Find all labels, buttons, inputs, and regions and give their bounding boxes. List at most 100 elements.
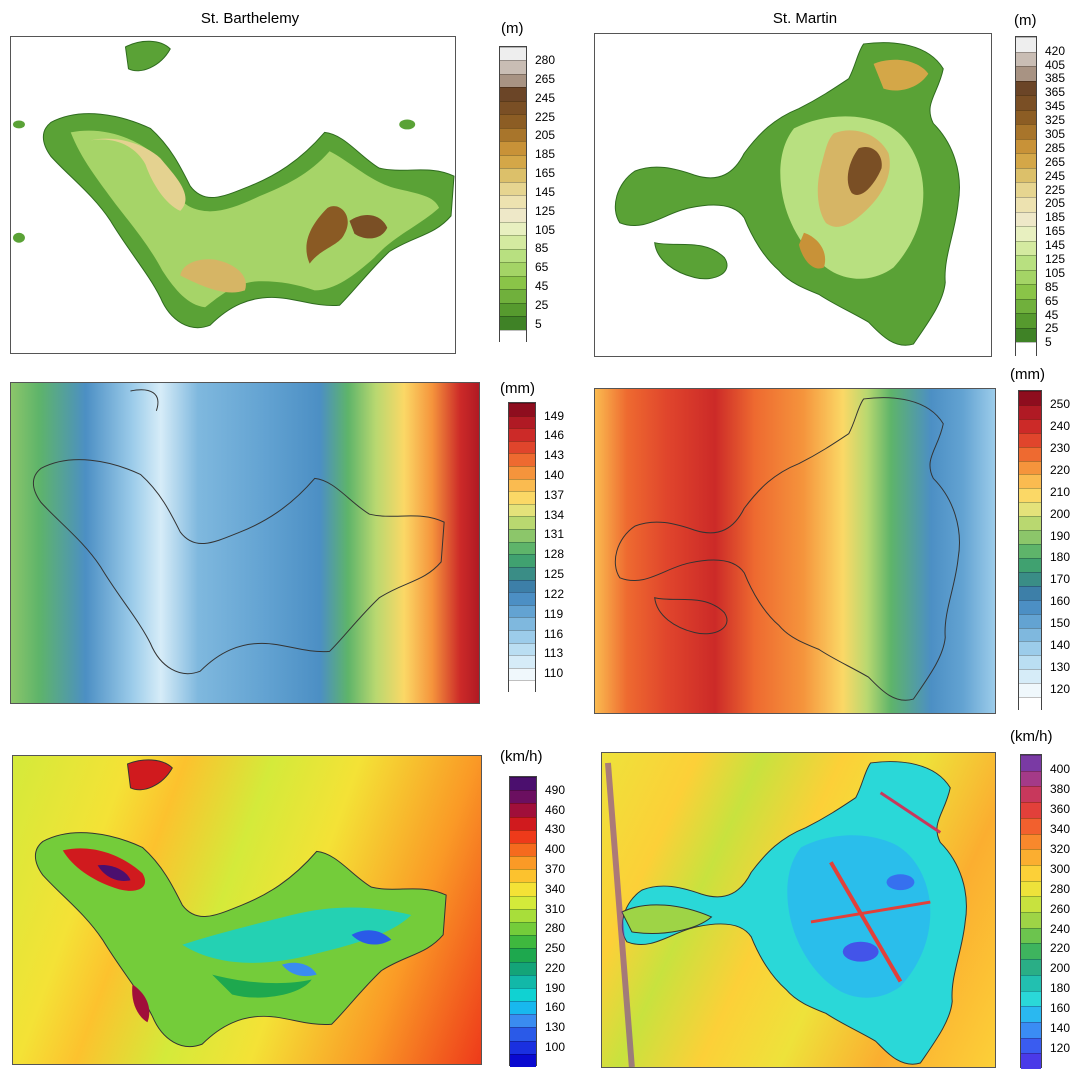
colorbar-swatch bbox=[500, 275, 526, 290]
colorbar-swatch bbox=[509, 566, 535, 580]
colorbar-swatch bbox=[1021, 770, 1041, 787]
colorbar-swatch bbox=[1019, 404, 1041, 420]
colorbar-elevation-right bbox=[1015, 36, 1037, 358]
colorbar-swatch bbox=[510, 777, 536, 791]
colorbar-tick-label: 245 bbox=[535, 90, 556, 105]
colorbar-swatch bbox=[500, 195, 526, 209]
colorbar-tick-label: 280 bbox=[535, 53, 556, 68]
colorbar-swatch bbox=[509, 680, 535, 694]
colorbar-swatch bbox=[1019, 516, 1041, 531]
colorbar-swatch bbox=[1016, 124, 1036, 140]
colorbar-swatch bbox=[510, 869, 536, 883]
colorbar-swatch bbox=[1019, 627, 1041, 642]
colorbar-swatch bbox=[509, 453, 535, 467]
colorbar-tick-label: 116 bbox=[544, 626, 564, 641]
colorbar-tick-label: 113 bbox=[544, 646, 564, 661]
colorbar-tick-label: 365 bbox=[1045, 85, 1066, 100]
colorbar-swatch bbox=[510, 1027, 536, 1042]
colorbar-tick-label: 305 bbox=[1045, 127, 1066, 142]
colorbar-tick-label: 225 bbox=[535, 109, 556, 124]
colorbar-tick-label: 180 bbox=[1050, 550, 1071, 565]
colorbar-tick-label: 45 bbox=[535, 279, 549, 294]
colorbar-tick-label: 160 bbox=[545, 1000, 566, 1015]
colorbar-tick-label: 460 bbox=[545, 802, 566, 817]
colorbar-tick-label: 140 bbox=[1050, 637, 1071, 652]
colorbar-swatch bbox=[500, 168, 526, 183]
colorbar-swatch bbox=[1021, 912, 1041, 929]
colorbar-wind-left bbox=[509, 776, 537, 1068]
colorbar-swatch bbox=[509, 529, 535, 543]
colorbar-swatch bbox=[1019, 432, 1041, 448]
colorbar-tick-label: 205 bbox=[1045, 196, 1066, 211]
legend-unit: (m) bbox=[501, 20, 524, 37]
colorbar-swatch bbox=[509, 478, 535, 492]
colorbar-swatch bbox=[1016, 37, 1036, 53]
colorbar-swatch bbox=[1019, 697, 1041, 712]
colorbar-swatch bbox=[500, 316, 526, 331]
colorbar-swatch bbox=[510, 935, 536, 949]
colorbar-swatch bbox=[510, 908, 536, 923]
colorbar-tick-label: 160 bbox=[1050, 594, 1071, 609]
colorbar-swatch bbox=[509, 554, 535, 568]
colorbar-tick-label: 285 bbox=[1045, 140, 1066, 155]
colorbar-swatch bbox=[1021, 1021, 1041, 1039]
colorbar-swatch bbox=[509, 667, 535, 681]
colorbar-swatch bbox=[1019, 530, 1041, 545]
colorbar-swatch bbox=[1019, 488, 1041, 503]
colorbar-swatch bbox=[509, 428, 535, 442]
colorbar-tick-label: 5 bbox=[1045, 335, 1052, 350]
colorbar-tick-label: 140 bbox=[544, 468, 565, 482]
colorbar-swatch bbox=[500, 262, 526, 277]
colorbar-elevation-left bbox=[499, 46, 527, 344]
colorbar-swatch bbox=[1016, 211, 1036, 227]
colorbar-swatch bbox=[1021, 817, 1041, 834]
colorbar-swatch bbox=[1019, 418, 1041, 434]
colorbar-swatch bbox=[510, 1001, 536, 1015]
colorbar-swatch bbox=[1021, 802, 1041, 819]
legend-unit: (m) bbox=[1014, 12, 1037, 29]
colorbar-tick-label: 65 bbox=[535, 260, 549, 275]
colorbar-tick-label: 320 bbox=[1050, 841, 1071, 856]
colorbar-tick-label: 180 bbox=[1050, 981, 1071, 996]
colorbar-swatch bbox=[1016, 298, 1036, 314]
colorbar-swatch bbox=[1019, 585, 1041, 601]
colorbar-rainfall-right bbox=[1018, 390, 1042, 712]
wind-map-st-barthelemy bbox=[12, 755, 482, 1065]
colorbar-tick-label: 265 bbox=[535, 71, 556, 86]
colorbar-tick-label: 280 bbox=[545, 921, 566, 936]
colorbar-swatch bbox=[1019, 391, 1041, 406]
colorbar-swatch bbox=[1021, 896, 1041, 913]
colorbar-swatch bbox=[509, 491, 535, 505]
colorbar-tick-label: 165 bbox=[1045, 224, 1066, 239]
colorbar-swatch bbox=[509, 655, 535, 669]
colorbar-swatch bbox=[500, 154, 526, 169]
colorbar-swatch bbox=[1019, 613, 1041, 628]
colorbar-tick-label: 25 bbox=[535, 297, 549, 312]
colorbar-tick-label: 165 bbox=[535, 166, 556, 181]
colorbar-swatch bbox=[510, 856, 536, 870]
colorbar-tick-label: 225 bbox=[1045, 182, 1066, 197]
colorbar-tick-label: 128 bbox=[544, 547, 565, 562]
colorbar-swatch bbox=[510, 987, 536, 1002]
colorbar-tick-label: 240 bbox=[1050, 921, 1071, 936]
colorbar-swatch bbox=[1016, 51, 1036, 67]
colorbar-swatch bbox=[1019, 669, 1041, 684]
colorbar-swatch bbox=[1021, 1037, 1041, 1054]
colorbar-tick-label: 220 bbox=[545, 960, 566, 975]
legend-unit: (mm) bbox=[1010, 366, 1045, 383]
colorbar-swatch bbox=[509, 642, 535, 656]
colorbar-tick-label: 125 bbox=[544, 567, 565, 582]
colorbar-swatch bbox=[510, 895, 536, 910]
colorbar-swatch bbox=[500, 329, 526, 344]
colorbar-swatch bbox=[1021, 1006, 1041, 1023]
colorbar-tick-label: 185 bbox=[1045, 210, 1066, 225]
rainfall-map-st-martin bbox=[594, 388, 996, 714]
colorbar-swatch bbox=[509, 403, 535, 417]
colorbar-tick-label: 205 bbox=[535, 128, 556, 143]
colorbar-tick-label: 140 bbox=[1050, 1020, 1071, 1035]
colorbar-swatch bbox=[509, 503, 535, 517]
colorbar-swatch bbox=[1016, 255, 1036, 271]
colorbar-tick-label: 325 bbox=[1045, 113, 1066, 128]
colorbar-tick-label: 370 bbox=[545, 862, 566, 876]
colorbar-tick-label: 145 bbox=[535, 184, 556, 199]
